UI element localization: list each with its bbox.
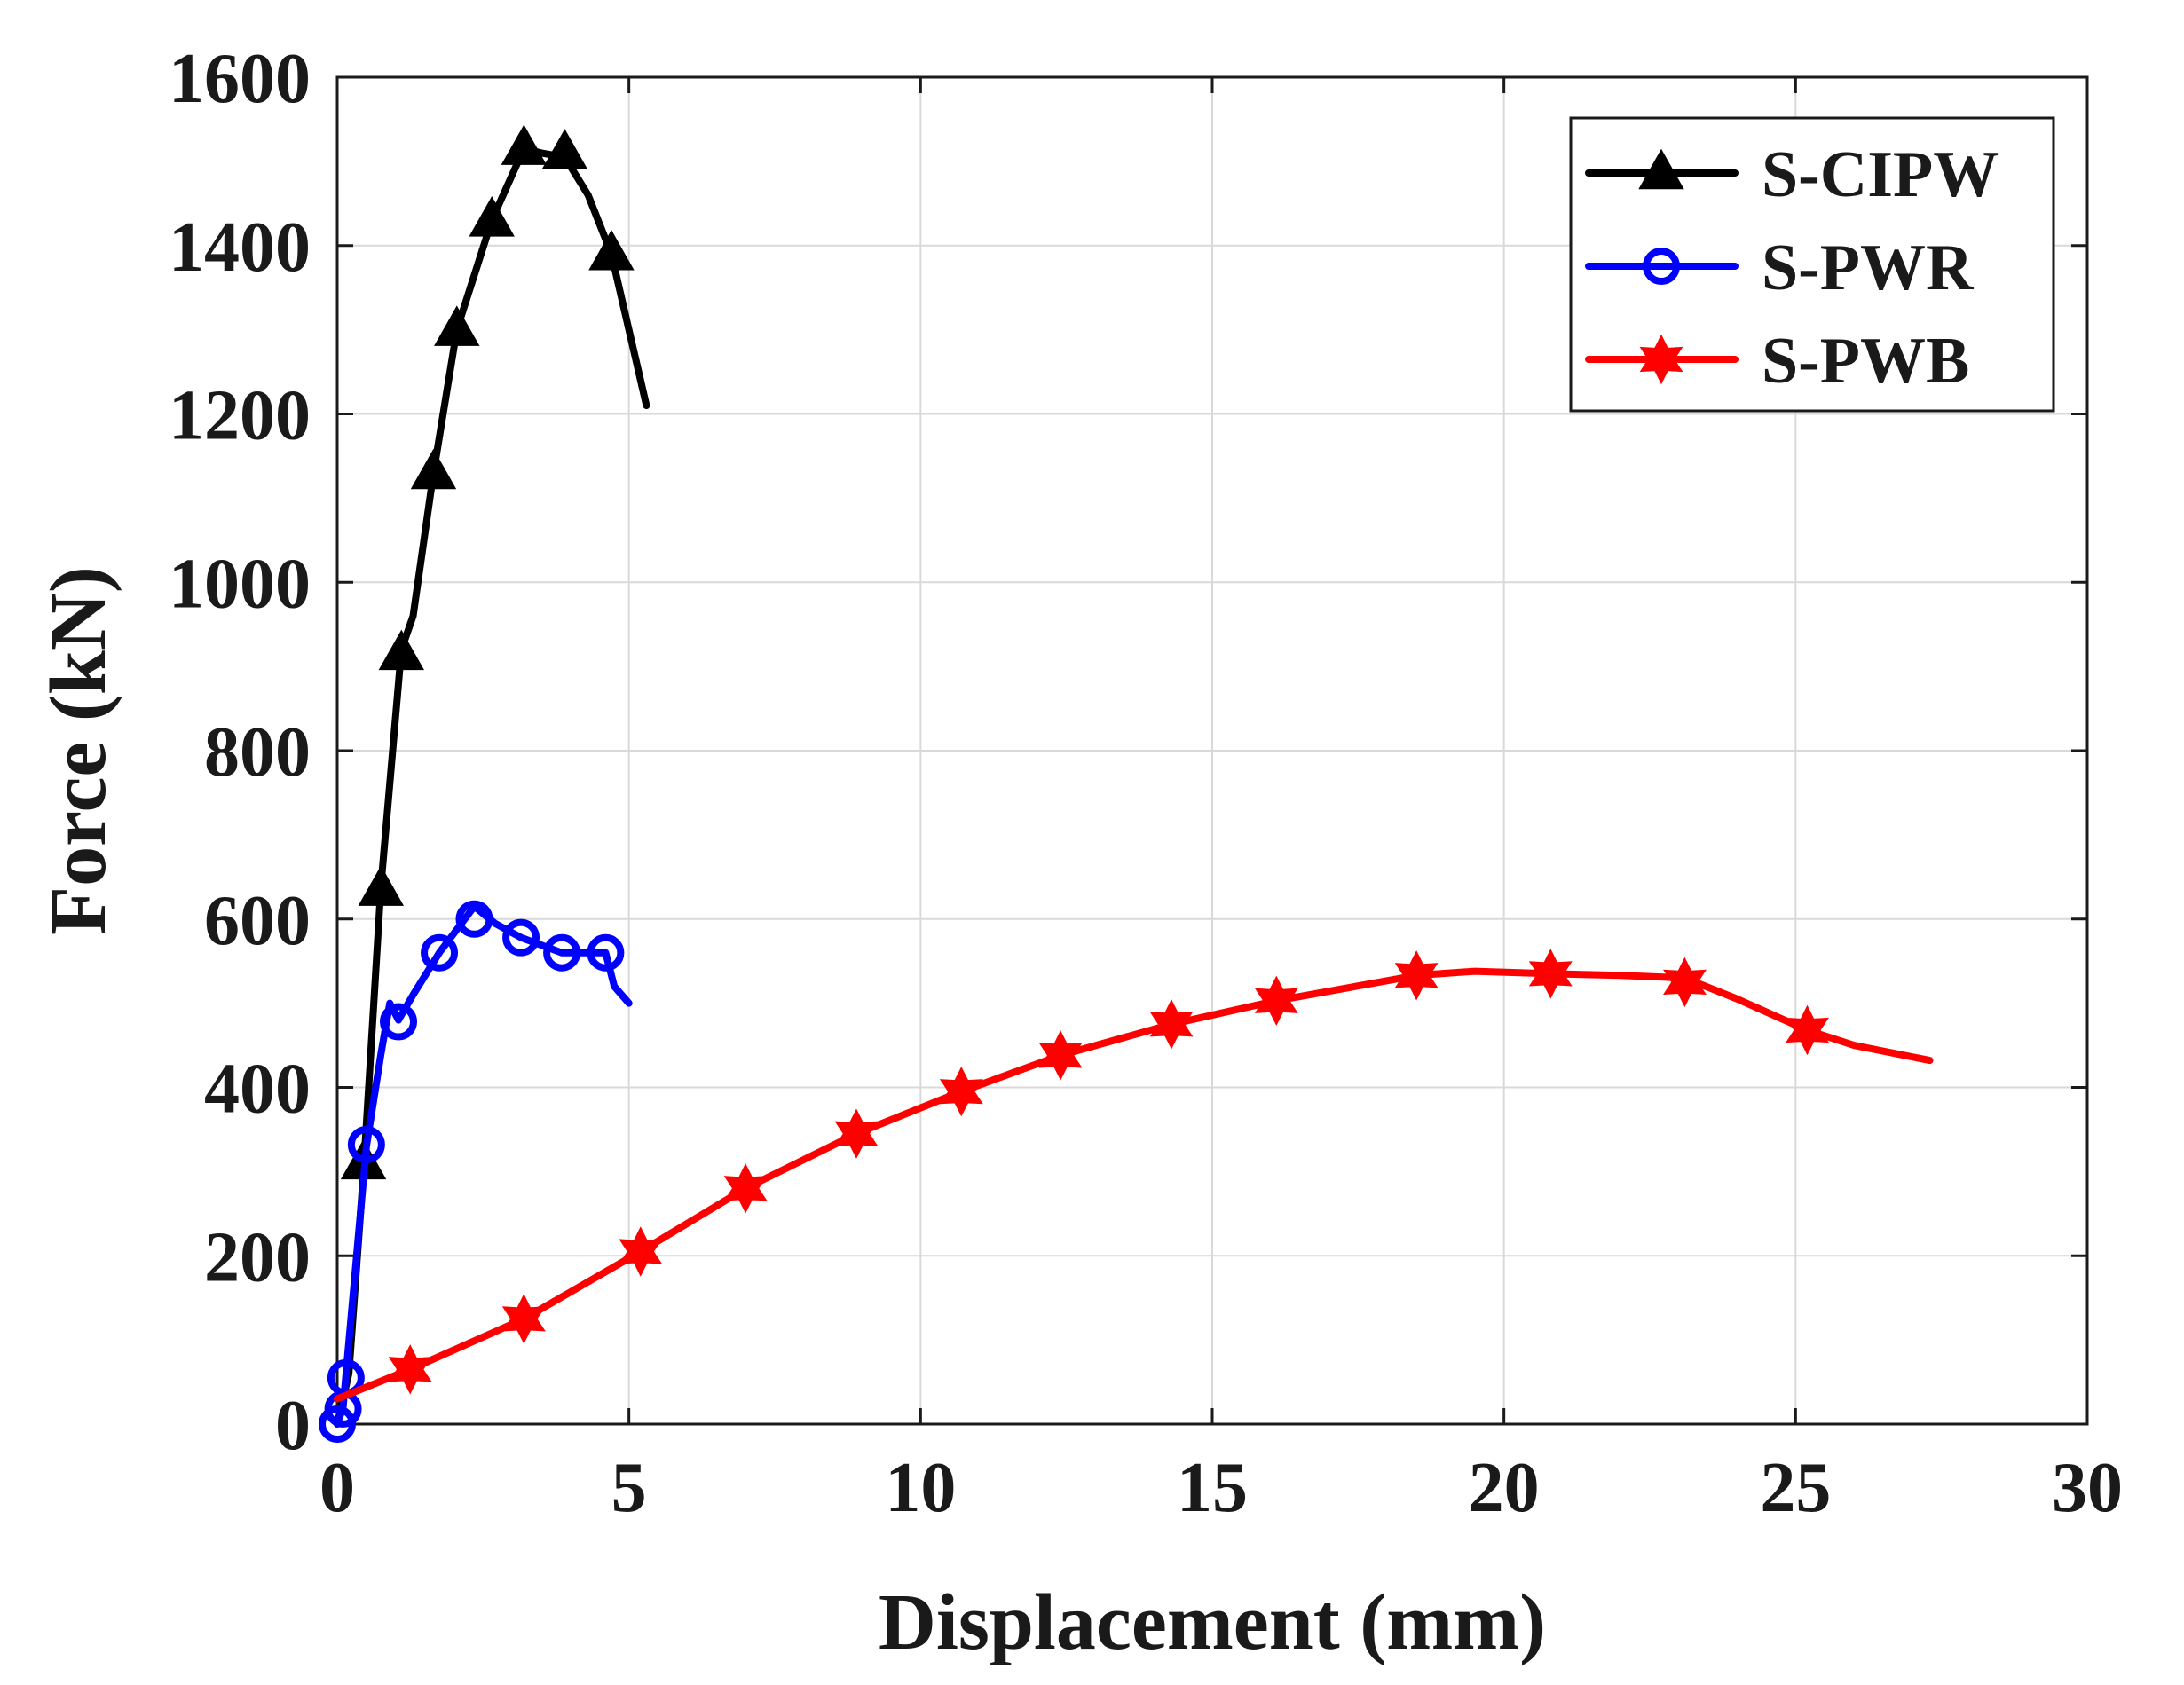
data-point-s-pwr [543,933,581,972]
data-point-s-pwb [1662,957,1707,1008]
data-point-s-cipw [541,129,588,169]
data-point-s-pwb [388,1344,432,1395]
x-tick-label: 5 [611,1449,647,1527]
data-point-s-pwb [1786,1004,1829,1056]
data-point-s-pwb [1254,975,1298,1027]
series-layer [319,124,1934,1443]
x-tick-label: 10 [885,1449,956,1527]
y-tick-label: 400 [204,1051,311,1129]
data-point-s-pwb [619,1226,663,1277]
y-tick-label: 1000 [169,545,311,623]
data-point-s-cipw [410,448,457,490]
series-s-cipw [334,124,650,1428]
legend-label-s-cipw: S-CIPW [1762,138,1999,211]
data-point-s-pwb [1394,950,1439,1001]
data-point-s-pwr [380,1003,418,1041]
data-point-s-cipw [588,230,635,271]
data-point-s-cipw [434,305,480,346]
legend: S-CIPW S-PWR S-PWB [1569,116,2055,413]
legend-label-s-pwr: S-PWR [1762,232,1975,304]
x-axis-title: Displacement (mm) [879,1579,1546,1666]
data-point-s-cipw [501,124,548,165]
x-tick-label: 20 [1469,1449,1540,1527]
legend-marker-s-cipw [1638,148,1684,190]
x-tick-label: 25 [1760,1449,1831,1527]
data-point-s-pwr [347,1126,385,1164]
data-point-s-pwr [502,918,540,957]
y-tick-label: 600 [204,882,311,960]
data-point-s-cipw [378,629,425,671]
y-tick-label: 1600 [169,40,311,118]
series-s-pwr [319,900,633,1443]
y-tick-label: 200 [204,1218,311,1296]
x-tick-label: 30 [2052,1449,2123,1527]
data-point-s-pwr [587,933,625,972]
series-line-s-pwr [334,902,633,1428]
grid [337,77,2087,1424]
series-s-pwb [334,949,1934,1403]
data-point-s-cipw [358,865,405,906]
data-point-s-pwb [501,1294,546,1344]
axis-ticks: 0 5 10 15 20 25 30 0 200 400 600 800 1000 1200 1400 160… [169,40,2123,1527]
legend-label-s-pwb: S-PWB [1762,325,1969,398]
legend-marker-s-pwr [1643,248,1680,285]
data-point-s-pwb [834,1108,879,1159]
data-point-s-pwr [455,900,493,938]
data-point-s-pwr [421,933,459,972]
data-point-s-pwb [939,1066,983,1117]
data-point-s-pwb [1038,1030,1083,1081]
y-tick-label: 1400 [169,209,311,287]
data-point-s-pwb [1149,999,1194,1050]
y-tick-label: 1200 [169,377,311,455]
x-tick-label: 15 [1177,1449,1248,1527]
data-point-s-cipw [469,196,515,237]
data-point-s-pwb [1528,949,1573,999]
data-point-s-pwb [723,1163,768,1214]
y-axis-title: Force (kN) [35,566,122,935]
y-tick-label: 0 [275,1387,311,1465]
legend-marker-s-pwb [1639,334,1683,385]
y-tick-label: 800 [204,713,311,791]
x-tick-label: 0 [319,1449,355,1527]
